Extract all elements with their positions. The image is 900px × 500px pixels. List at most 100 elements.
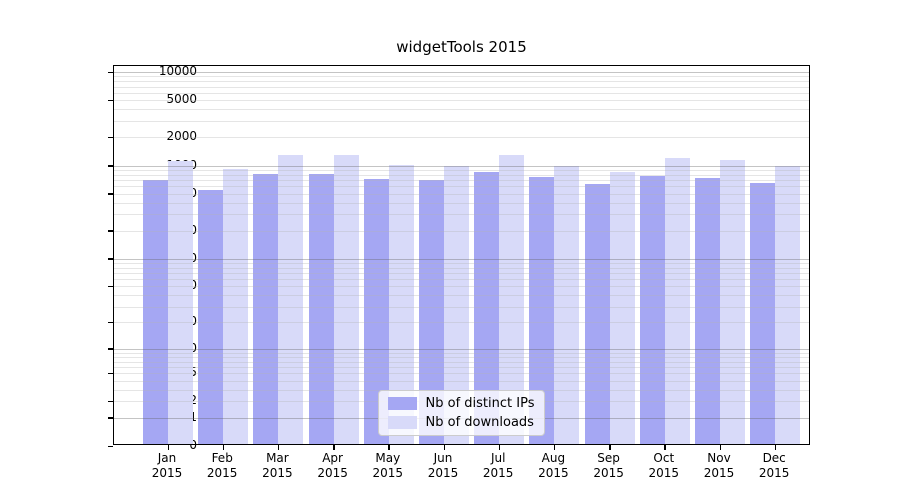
x-tick-label: Mar 2015	[247, 451, 307, 481]
x-tick-label: Oct 2015	[634, 451, 694, 481]
x-tick-label: Dec 2015	[744, 451, 804, 481]
x-tick-mark	[553, 445, 556, 450]
x-tick-mark	[388, 445, 390, 450]
bar-downloads-mar	[278, 154, 304, 444]
minor-gridline	[114, 100, 809, 102]
y-tick-mark	[108, 372, 113, 375]
bar-downloads-oct	[664, 157, 690, 444]
x-tick-mark	[333, 445, 335, 450]
y-tick-label: 5	[189, 365, 197, 380]
bar-downloads-jan	[168, 161, 193, 444]
x-tick-month: Dec	[762, 451, 786, 465]
x-tick-label: Jul 2015	[468, 451, 528, 481]
minor-gridline	[114, 137, 809, 139]
x-tick-label: Apr 2015	[303, 451, 363, 481]
legend-label-downloads: Nb of downloads	[425, 415, 534, 430]
y-tick-mark	[108, 136, 113, 139]
minor-gridline	[114, 120, 809, 122]
y-tick-label: 1	[189, 409, 197, 424]
x-tick-mark	[609, 445, 611, 450]
y-tick-mark	[108, 445, 113, 447]
plot-area: Nb of distinct IPs Nb of downloads	[108, 65, 810, 450]
x-tick-mark	[277, 445, 280, 450]
y-tick-label: 2000	[166, 129, 197, 144]
x-tick-year: 2015	[648, 466, 680, 480]
y-tick-mark	[108, 258, 113, 260]
x-tick-mark	[167, 445, 169, 450]
y-tick-label: 0	[189, 438, 197, 452]
x-tick-year: 2015	[262, 466, 293, 480]
x-tick-mark	[222, 445, 225, 450]
bar-distinct-ips-nov	[695, 177, 720, 444]
x-tick-mark	[774, 445, 777, 450]
bar-downloads-dec	[775, 165, 801, 444]
x-tick-year: 2015	[538, 466, 569, 480]
bar-downloads-nov	[720, 160, 745, 444]
y-tick-label: 2	[189, 393, 197, 408]
x-tick-year: 2015	[206, 466, 238, 480]
bar-distinct-ips-mar	[253, 173, 279, 444]
x-tick-mark	[498, 445, 501, 450]
y-tick-mark	[108, 285, 113, 288]
y-tick-mark	[108, 99, 113, 102]
legend-entry-downloads: Nb of downloads	[387, 415, 535, 430]
x-tick-month: Apr	[322, 451, 343, 465]
bar-distinct-ips-oct	[639, 175, 665, 444]
x-tick-year: 2015	[593, 466, 624, 480]
x-tick-mark	[443, 445, 445, 450]
x-tick-month: Feb	[211, 451, 233, 465]
x-tick-month: Jul	[490, 451, 506, 465]
major-gridline	[114, 72, 809, 73]
x-tick-month: May	[375, 451, 401, 465]
x-tick-mark	[664, 445, 666, 450]
x-tick-year: 2015	[372, 466, 404, 480]
x-tick-mark	[719, 445, 721, 450]
x-tick-month: Mar	[266, 451, 289, 465]
x-tick-label: May 2015	[358, 451, 418, 481]
bar-downloads-sep	[609, 171, 635, 444]
x-tick-year: 2015	[758, 466, 790, 480]
bar-distinct-ips-dec	[750, 182, 776, 444]
y-tick-mark	[108, 321, 113, 324]
legend-swatch-distinct-ips	[387, 397, 417, 410]
x-tick-label: Nov 2015	[689, 451, 749, 481]
y-tick-mark	[108, 400, 113, 403]
x-tick-month: Aug	[541, 451, 566, 465]
legend-swatch-downloads	[387, 416, 417, 429]
x-tick-label: Jun 2015	[413, 451, 473, 481]
bar-distinct-ips-feb	[198, 190, 224, 444]
minor-gridline	[114, 109, 809, 111]
x-tick-month: Sep	[597, 451, 620, 465]
x-tick-label: Sep 2015	[579, 451, 639, 481]
bar-distinct-ips-apr	[308, 173, 334, 444]
bar-downloads-feb	[223, 169, 249, 444]
minor-gridline	[114, 92, 809, 94]
x-tick-month: Oct	[653, 451, 675, 465]
bar-downloads-apr	[333, 154, 359, 444]
x-tick-year: 2015	[317, 466, 348, 480]
x-tick-year: 2015	[427, 466, 459, 480]
bar-distinct-ips-jan	[143, 180, 168, 444]
minor-gridline	[114, 81, 809, 83]
y-tick-mark	[108, 230, 113, 232]
minor-gridline	[114, 76, 809, 78]
x-tick-year: 2015	[151, 466, 183, 480]
x-tick-month: Jan	[157, 451, 177, 465]
y-tick-label: 5000	[166, 92, 197, 107]
x-tick-year: 2015	[482, 466, 514, 480]
y-tick-label: 10000	[158, 64, 197, 78]
x-tick-label: Aug 2015	[523, 451, 583, 481]
minor-gridline	[114, 86, 809, 88]
x-tick-label: Jan 2015	[137, 451, 197, 481]
x-tick-month: Nov	[707, 451, 731, 465]
x-tick-year: 2015	[703, 466, 735, 480]
bar-downloads-aug	[554, 166, 580, 444]
y-tick-mark	[108, 417, 113, 419]
x-tick-month: Jun	[433, 451, 453, 465]
y-tick-mark	[108, 193, 113, 195]
x-tick-label: Feb 2015	[192, 451, 252, 481]
legend-entry-distinct-ips: Nb of distinct IPs	[387, 396, 535, 411]
legend-label-distinct-ips: Nb of distinct IPs	[425, 396, 535, 411]
chart-title: widgetTools 2015	[396, 38, 527, 56]
